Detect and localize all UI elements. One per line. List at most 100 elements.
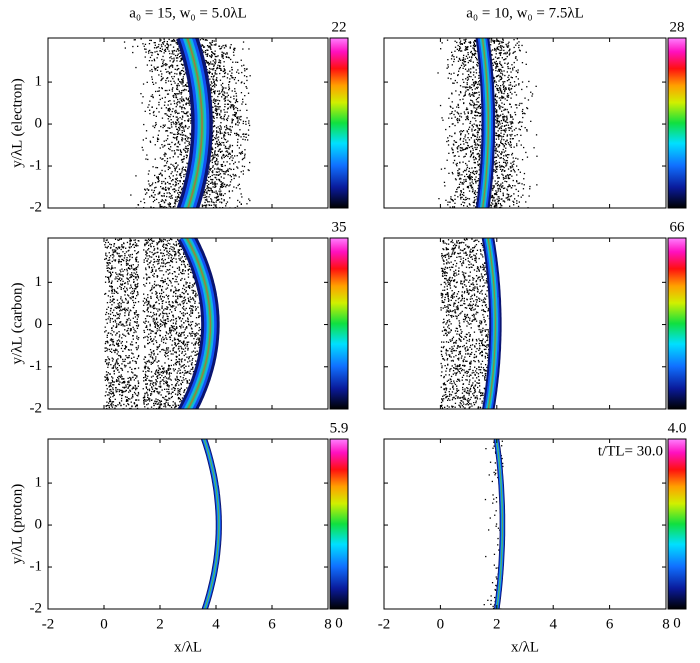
particle <box>476 92 478 94</box>
particle <box>210 55 212 58</box>
particle <box>225 45 227 48</box>
particle <box>219 117 222 119</box>
particle <box>461 43 463 45</box>
particle <box>504 58 506 61</box>
particle <box>216 199 218 201</box>
particle <box>135 66 137 69</box>
particle <box>211 190 213 192</box>
particle <box>211 182 213 184</box>
particle <box>179 102 181 104</box>
particle <box>147 180 150 182</box>
particle <box>459 43 462 45</box>
particle <box>497 123 499 125</box>
particle <box>505 147 507 149</box>
particle <box>464 136 466 138</box>
particle <box>161 87 163 89</box>
particle <box>499 54 502 56</box>
particle <box>201 38 203 40</box>
particle <box>513 169 515 172</box>
particle <box>161 87 163 90</box>
particle <box>473 200 475 202</box>
particle <box>450 196 452 198</box>
particle <box>158 90 160 92</box>
particle <box>461 193 464 196</box>
particle <box>177 118 179 120</box>
particle <box>181 58 183 61</box>
particle <box>156 66 158 68</box>
particle <box>212 60 214 62</box>
particle <box>512 200 514 202</box>
particle <box>113 365 115 367</box>
particle <box>460 198 462 200</box>
particle <box>214 137 216 139</box>
particle <box>221 46 223 48</box>
particle <box>212 166 214 168</box>
particle <box>464 94 466 97</box>
particle <box>161 199 163 201</box>
particle <box>452 143 455 145</box>
particle <box>464 113 466 115</box>
particle <box>177 149 179 151</box>
particle <box>187 119 189 121</box>
particle <box>227 73 229 75</box>
particle <box>178 84 180 87</box>
particle <box>175 124 177 126</box>
particle <box>469 184 471 186</box>
particle <box>158 268 160 270</box>
particle <box>176 128 178 130</box>
particle <box>474 129 477 131</box>
particle <box>163 64 165 66</box>
particle <box>170 195 172 198</box>
particle <box>510 135 512 137</box>
particle <box>175 97 178 99</box>
particle <box>203 46 206 48</box>
particle <box>501 182 504 184</box>
particle <box>240 153 242 155</box>
particle <box>142 83 145 85</box>
particle <box>175 184 178 186</box>
particle <box>142 43 144 45</box>
particle <box>437 72 439 74</box>
particle <box>185 154 188 156</box>
particle <box>184 126 186 128</box>
particle <box>172 175 174 177</box>
particle <box>499 72 502 74</box>
particle <box>457 170 459 172</box>
particle <box>121 341 123 343</box>
particle <box>232 77 234 79</box>
particle <box>175 179 177 181</box>
particle <box>209 176 211 178</box>
particle <box>506 80 509 82</box>
particle <box>472 47 474 49</box>
particle <box>206 61 208 63</box>
particle <box>207 189 209 192</box>
particle <box>184 142 186 144</box>
particle <box>180 70 183 72</box>
particle <box>164 48 167 51</box>
particle <box>216 113 218 115</box>
particle <box>473 205 475 207</box>
particle <box>509 195 511 198</box>
particle <box>446 39 449 41</box>
particle <box>496 150 499 152</box>
particle <box>511 138 513 140</box>
particle <box>444 185 446 187</box>
particle <box>133 356 135 358</box>
particle <box>150 185 152 187</box>
particle <box>183 130 185 132</box>
particle <box>477 178 480 180</box>
particle <box>211 199 213 201</box>
particle <box>468 175 470 177</box>
particle <box>474 190 476 192</box>
particle <box>509 140 511 143</box>
particle <box>181 106 183 108</box>
particle <box>164 144 166 147</box>
particle <box>498 161 500 164</box>
particle <box>516 174 518 176</box>
particle <box>147 158 149 161</box>
particle <box>185 145 187 148</box>
particle <box>465 153 467 155</box>
particle <box>189 137 191 139</box>
particle <box>209 182 212 184</box>
